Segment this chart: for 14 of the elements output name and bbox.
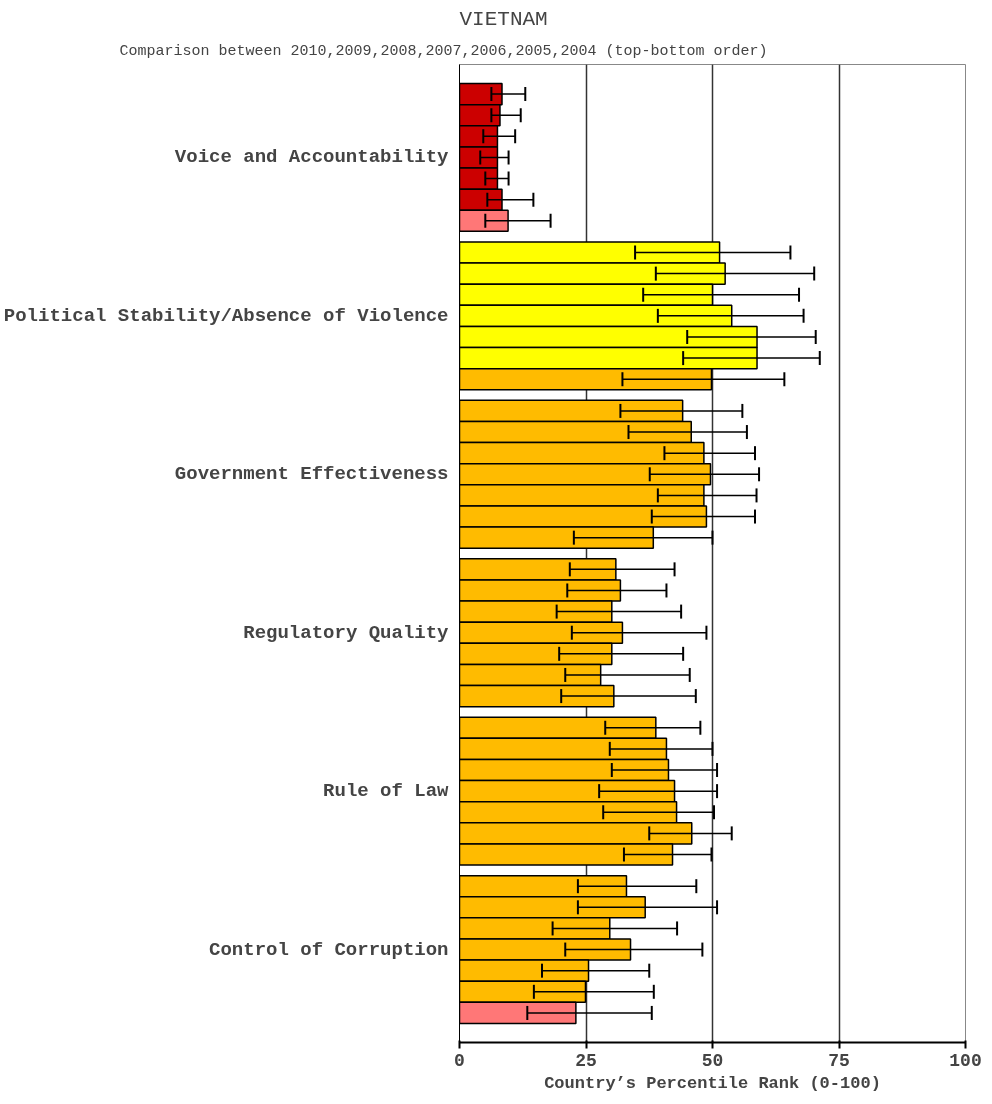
x-tick-label: 50	[701, 1050, 724, 1071]
y-tick-label: Rule of Law	[323, 780, 450, 803]
chart-subtitle: Comparison between 2010,2009,2008,2007,2006,2005,2004 (top-bottom order)	[119, 42, 768, 60]
x-tick-label: 100	[949, 1050, 982, 1071]
x-tick-label: 25	[575, 1050, 597, 1071]
y-tick-label: Control of Corruption	[209, 938, 449, 961]
chart-title: VIETNAM	[459, 7, 548, 31]
y-tick-label: Regulatory Quality	[243, 621, 450, 644]
y-tick-label: Voice and Accountability	[174, 146, 450, 169]
x-tick-label: 0	[454, 1050, 465, 1071]
y-tick-label: Government Effectiveness	[174, 463, 449, 486]
x-tick-label: 75	[828, 1050, 850, 1071]
x-axis-title: Country’s Percentile Rank (0-100)	[544, 1073, 881, 1093]
y-tick-label: Political Stability/Absence of Violence	[3, 304, 449, 327]
